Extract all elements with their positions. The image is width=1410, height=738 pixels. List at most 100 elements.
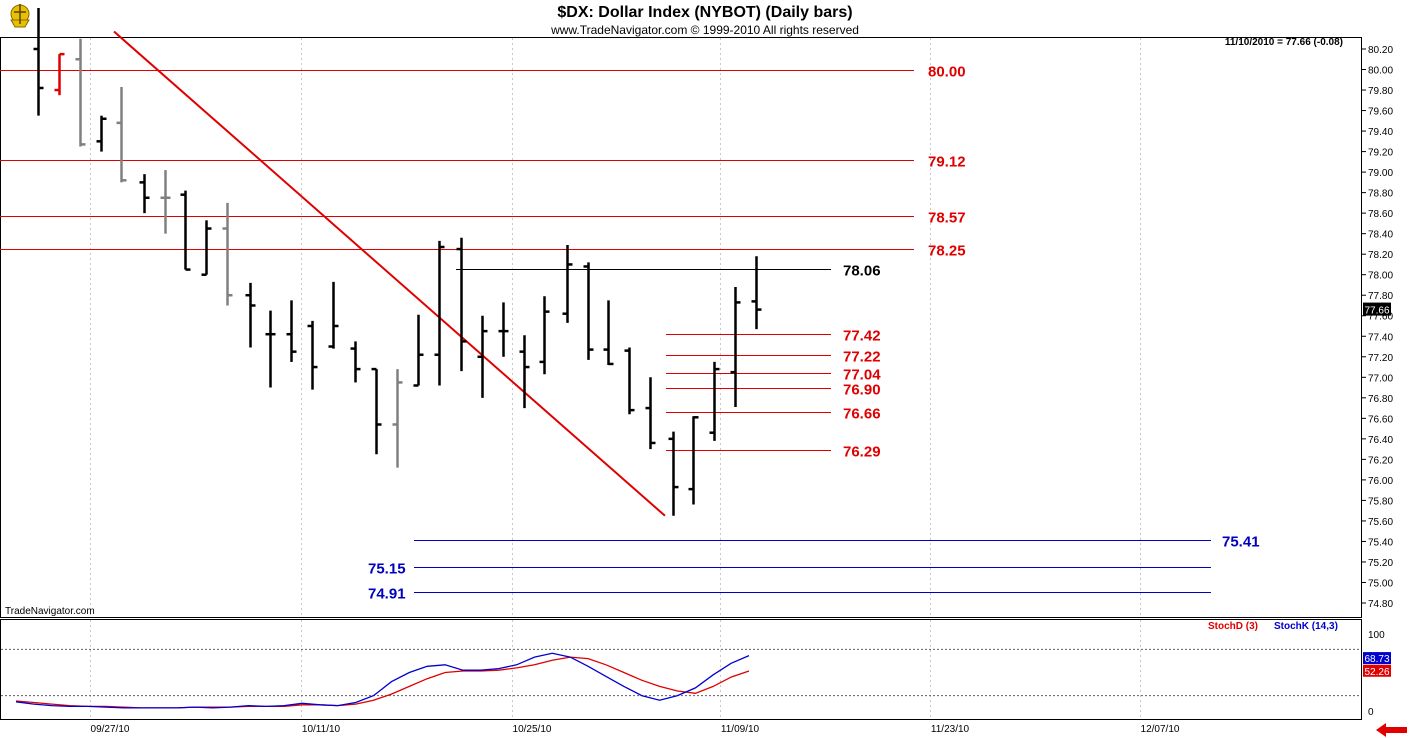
ohlc-bar (498, 302, 509, 357)
ohlc-bar (539, 296, 550, 375)
stoch-last-box (1363, 664, 1391, 677)
stoch-levels (1, 648, 1361, 697)
trendline (113, 30, 666, 517)
y-tick-label: 80.20 (1368, 45, 1393, 56)
y-tick-label: 79.20 (1368, 148, 1393, 159)
y-tick-label: 75.80 (1368, 496, 1393, 507)
level-label: 78.25 (928, 243, 966, 260)
ohlc-bar (350, 341, 361, 383)
ohlc-bar (75, 38, 86, 147)
price-panel: 80.00 79.12 78.57 78.25 78.06 77.42 77.2277.04… (0, 7, 1362, 618)
level-label: 77.42 (843, 328, 881, 345)
y-tick-label: 76.80 (1368, 394, 1393, 405)
level-label: 76.66 (843, 406, 881, 423)
x-tick-label: 12/07/10 (1141, 724, 1180, 735)
x-tick-label: 09/27/10 (91, 724, 130, 735)
ohlc-bar (562, 244, 573, 323)
legend-stochd: StochD (3) (1208, 621, 1258, 632)
ohlc-bar (307, 320, 318, 390)
y-tick-label: 79.00 (1368, 168, 1393, 179)
ohlc-bar (624, 347, 635, 415)
level-label: 75.41 (1222, 534, 1260, 551)
stoch-series-line (15, 652, 750, 709)
y-tick-label: 76.20 (1368, 455, 1393, 466)
y-tick-label: 75.40 (1368, 537, 1393, 548)
y-tick-label: 76.00 (1368, 476, 1393, 487)
y-tick-label: 77.00 (1368, 373, 1393, 384)
x-tick-label: 10/25/10 (513, 724, 552, 735)
ohlc-bar (201, 220, 212, 276)
level-label: 75.15 (368, 561, 406, 578)
y-tick-label: 78.00 (1368, 271, 1393, 282)
ohlc-bar (265, 310, 276, 388)
stoch-series-line (15, 656, 750, 709)
level-label: 77.04 (843, 367, 881, 384)
ohlc-bar (160, 170, 171, 234)
stoch-y-tick-label: 0 (1368, 707, 1374, 718)
ohlc-bar (668, 431, 679, 516)
y-tick-label: 79.60 (1368, 107, 1393, 118)
level-label: 80.00 (928, 64, 966, 81)
ohlc-bar (456, 237, 467, 372)
ohlc-bar (180, 190, 191, 271)
trendline-group (113, 30, 666, 517)
y-tick-label: 75.00 (1368, 578, 1393, 589)
ohlc-bar (286, 300, 297, 362)
ohlc-bar (116, 86, 127, 183)
ohlc-bar (730, 287, 741, 408)
stochastic-panel-frame (0, 619, 1362, 720)
level-label: 76.29 (843, 444, 881, 461)
ohlc-bar (54, 52, 65, 96)
vertical-gridlines (90, 38, 1141, 617)
level-label: 79.12 (928, 154, 966, 171)
y-tick-label: 76.60 (1368, 414, 1393, 425)
logo-icon (10, 4, 30, 28)
ohlc-bar (222, 202, 233, 306)
scroll-left-arrow-icon[interactable] (1373, 722, 1409, 738)
level-label: 78.06 (843, 263, 881, 280)
y-tick-label: 75.20 (1368, 558, 1393, 569)
y-tick-label: 79.40 (1368, 127, 1393, 138)
ohlc-bar (33, 7, 44, 116)
price-axis: 80.20 80.00 79.80 79.60 79.40 79.20 79.00 78.80… (1361, 45, 1393, 610)
y-tick-label: 79.80 (1368, 86, 1393, 97)
y-tick-label: 77.20 (1368, 353, 1393, 364)
y-tick-label: 77.40 (1368, 332, 1393, 343)
stoch-vertical-gridlines (90, 620, 1141, 719)
ohlc-bar (751, 256, 762, 330)
level-label: 74.91 (368, 586, 406, 603)
ohlc-bar (139, 174, 150, 214)
last-quote: 11/10/2010 = 77.66 (-0.08) (1225, 37, 1343, 48)
watermark: TradeNavigator.com (5, 606, 95, 617)
stoch-last-box (1363, 652, 1391, 665)
y-tick-label: 78.80 (1368, 189, 1393, 200)
ohlc-bar (709, 361, 720, 441)
y-tick-label: 77.60 (1368, 312, 1393, 323)
last-price-label: 77.66 (1364, 306, 1389, 317)
stoch-last-label: 68.73 (1364, 654, 1389, 665)
ohlc-bar (96, 115, 107, 152)
ohlc-bar (477, 315, 488, 398)
ohlc-bars (33, 7, 762, 516)
level-label: 78.57 (928, 210, 966, 227)
date-axis: 09/27/10 10/11/10 10/25/10 11/09/10 11/23/10… (91, 724, 1180, 735)
x-tick-label: 11/09/10 (721, 724, 760, 735)
x-tick-label: 11/23/10 (931, 724, 970, 735)
level-label: 77.22 (843, 349, 881, 366)
y-tick-label: 77.80 (1368, 291, 1393, 302)
ohlc-bar (371, 367, 382, 455)
copyright-note: www.TradeNavigator.com © 1999-2010 All r… (550, 23, 859, 37)
page-title: $DX: Dollar Index (NYBOT) (Daily bars) (557, 4, 852, 21)
y-tick-label: 78.20 (1368, 250, 1393, 261)
price-levels: 80.00 79.12 78.57 78.25 78.06 77.42 77.2277.04… (0, 64, 1260, 603)
ohlc-bar (603, 300, 614, 366)
last-price-marker: 77.66 (1363, 302, 1391, 317)
x-tick-label: 10/11/10 (302, 724, 341, 735)
ohlc-bar (413, 314, 424, 387)
legend-stochk: StochK (14,3) (1274, 621, 1338, 632)
y-tick-label: 75.60 (1368, 517, 1393, 528)
level-label: 76.90 (843, 382, 881, 399)
ohlc-bar (645, 377, 656, 450)
price-panel-frame (0, 37, 1362, 618)
